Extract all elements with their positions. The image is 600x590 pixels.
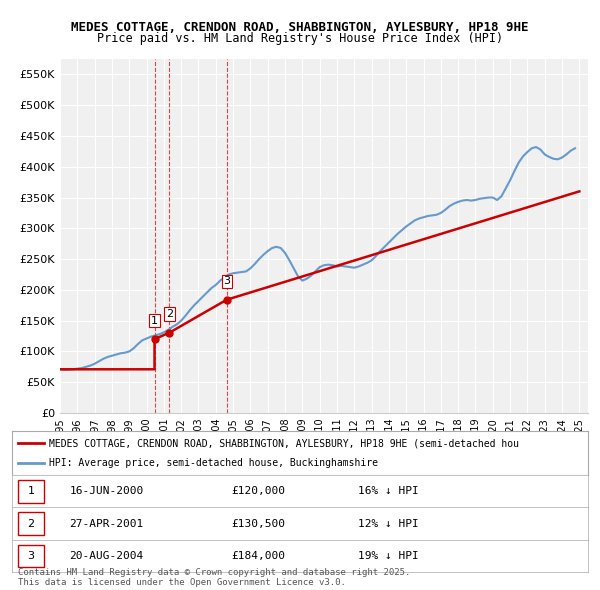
Text: £184,000: £184,000 — [231, 551, 285, 561]
Text: 20-AUG-2004: 20-AUG-2004 — [70, 551, 144, 561]
Text: 16% ↓ HPI: 16% ↓ HPI — [358, 486, 418, 496]
Text: £120,000: £120,000 — [231, 486, 285, 496]
Text: 19% ↓ HPI: 19% ↓ HPI — [358, 551, 418, 561]
Text: 27-APR-2001: 27-APR-2001 — [70, 519, 144, 529]
FancyBboxPatch shape — [18, 480, 44, 503]
FancyBboxPatch shape — [18, 512, 44, 535]
Text: 2: 2 — [166, 309, 173, 319]
Text: MEDES COTTAGE, CRENDON ROAD, SHABBINGTON, AYLESBURY, HP18 9HE: MEDES COTTAGE, CRENDON ROAD, SHABBINGTON… — [71, 21, 529, 34]
Text: 16-JUN-2000: 16-JUN-2000 — [70, 486, 144, 496]
Text: Contains HM Land Registry data © Crown copyright and database right 2025.
This d: Contains HM Land Registry data © Crown c… — [18, 568, 410, 587]
Text: 1: 1 — [151, 316, 158, 326]
Text: 2: 2 — [28, 519, 35, 529]
Text: 12% ↓ HPI: 12% ↓ HPI — [358, 519, 418, 529]
Text: 3: 3 — [28, 551, 35, 561]
Text: £130,500: £130,500 — [231, 519, 285, 529]
Text: Price paid vs. HM Land Registry's House Price Index (HPI): Price paid vs. HM Land Registry's House … — [97, 32, 503, 45]
Text: MEDES COTTAGE, CRENDON ROAD, SHABBINGTON, AYLESBURY, HP18 9HE (semi-detached hou: MEDES COTTAGE, CRENDON ROAD, SHABBINGTON… — [49, 438, 520, 448]
Text: 1: 1 — [28, 486, 35, 496]
FancyBboxPatch shape — [18, 545, 44, 568]
Text: 3: 3 — [223, 276, 230, 286]
Text: HPI: Average price, semi-detached house, Buckinghamshire: HPI: Average price, semi-detached house,… — [49, 458, 379, 467]
